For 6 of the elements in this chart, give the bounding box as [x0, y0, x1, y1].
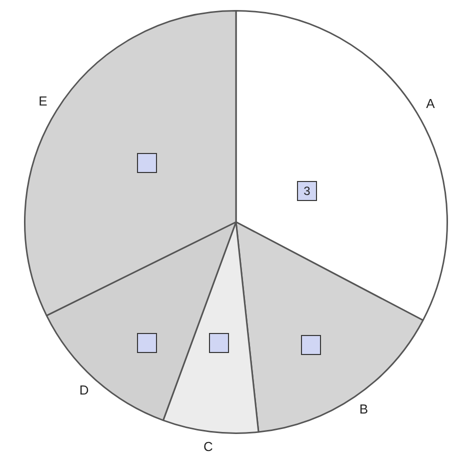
slice-label: A — [426, 96, 436, 112]
slice-label: D — [79, 382, 89, 398]
slice-label: C — [204, 439, 213, 454]
text: 3 — [297, 181, 317, 201]
slice-label: B — [359, 402, 368, 417]
slice-label: E — [38, 94, 48, 109]
